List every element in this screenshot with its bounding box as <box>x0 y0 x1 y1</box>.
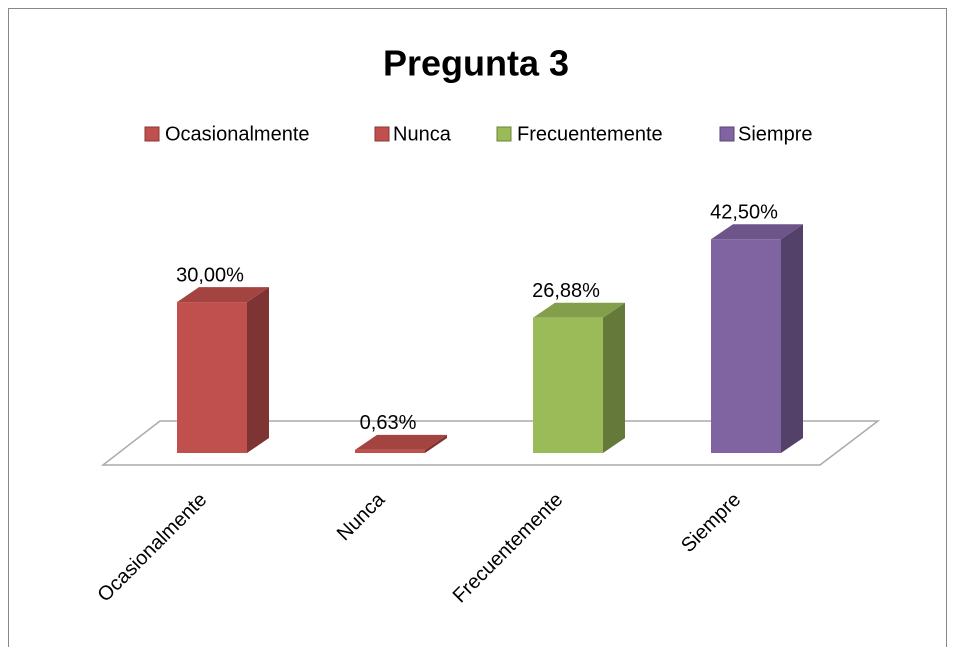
legend-marker <box>144 126 160 142</box>
legend-marker <box>496 126 512 142</box>
data-label: 0,63% <box>360 412 417 434</box>
legend-label: Nunca <box>393 123 452 145</box>
bar-top <box>533 302 625 318</box>
bar <box>177 302 247 453</box>
bar <box>711 239 781 453</box>
bar-top <box>355 434 447 450</box>
bar <box>533 317 603 453</box>
data-label: 42,50% <box>710 202 778 224</box>
bar-top <box>177 287 269 303</box>
bar-side <box>781 224 803 453</box>
bar-side <box>247 287 269 453</box>
bar-side <box>425 434 447 453</box>
legend-marker <box>719 126 735 142</box>
floor <box>100 420 881 466</box>
bar <box>355 449 425 453</box>
legend-marker <box>374 126 390 142</box>
data-label: 26,88% <box>532 280 600 302</box>
legend-label: Siempre <box>738 123 812 145</box>
legend-label: Frecuentemente <box>517 123 663 145</box>
legend-label: Ocasionalmente <box>165 123 310 145</box>
data-label: 30,00% <box>176 264 244 286</box>
bar-top <box>711 224 803 240</box>
chart-title: Pregunta 3 <box>383 43 569 84</box>
bar-side <box>603 302 625 453</box>
